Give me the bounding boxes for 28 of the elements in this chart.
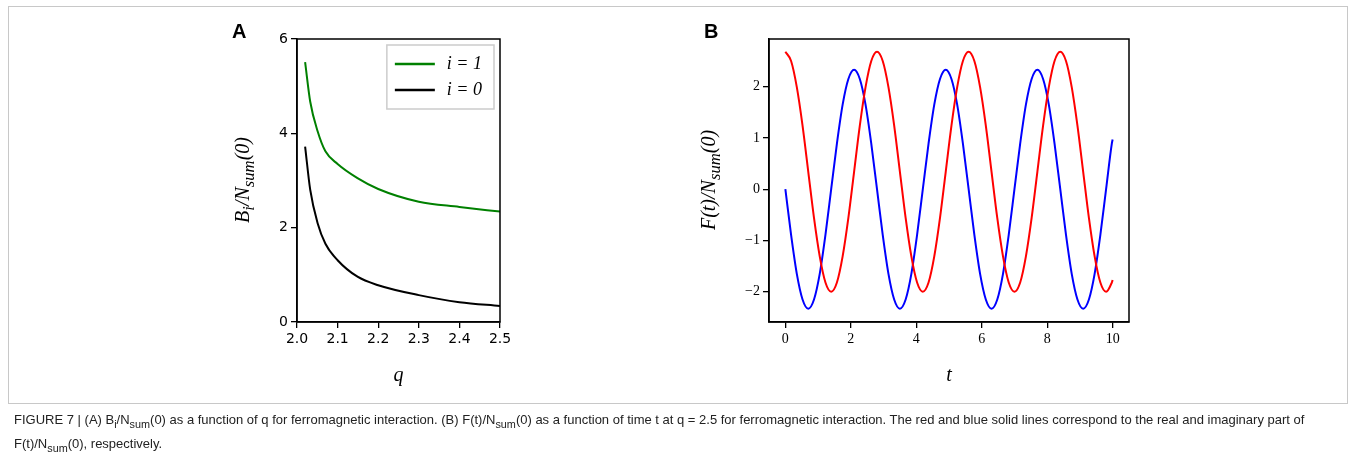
chart-title: A <box>232 20 247 43</box>
y-tick-label: −2 <box>745 283 760 299</box>
x-tick-label: 2.1 <box>326 330 349 347</box>
y-tick-label: 2 <box>279 218 288 235</box>
x-tick-label: 6 <box>978 331 986 347</box>
x-axis-title: q <box>393 363 404 387</box>
x-axis-title: t <box>946 363 953 386</box>
y-tick-label: 6 <box>279 29 289 46</box>
x-tick-label: 2.2 <box>367 330 390 347</box>
x-tick-label: 8 <box>1043 331 1051 347</box>
x-tick-label: 2.3 <box>407 330 430 347</box>
x-tick-label: 2.0 <box>285 330 309 347</box>
x-tick-label: 2.5 <box>488 330 512 347</box>
x-tick-label: 0 <box>781 331 789 347</box>
y-tick-label: −1 <box>745 232 760 248</box>
y-tick-label: 4 <box>279 123 289 140</box>
legend-label: i = 1 <box>446 52 483 73</box>
y-tick-label: 1 <box>753 129 760 145</box>
y-tick-label: 0 <box>279 312 288 329</box>
text: FIGURE 7 | (A) B$_{i}$/N$_{sum}$(0) as a function of q for ferromagnetic interaction. (B) F(t)/N$_{sum}$(0) as a function of time t at q = 2.5 for ferromagnetic interaction. The red and blue solid lines correspond to the real and imaginary part of F(t)/N$_{sum}$(0), respectively. <box>14 412 1305 454</box>
chart-title: B <box>704 20 719 43</box>
y-tick-label: 0 <box>753 180 760 196</box>
x-tick-label: 4 <box>912 331 920 347</box>
x-tick-label: 10 <box>1105 331 1120 347</box>
y-tick-label: 2 <box>753 78 760 94</box>
legend-label: i = 0 <box>446 78 483 99</box>
x-tick-label: 2.4 <box>448 330 471 347</box>
x-tick-label: 2 <box>847 331 855 347</box>
